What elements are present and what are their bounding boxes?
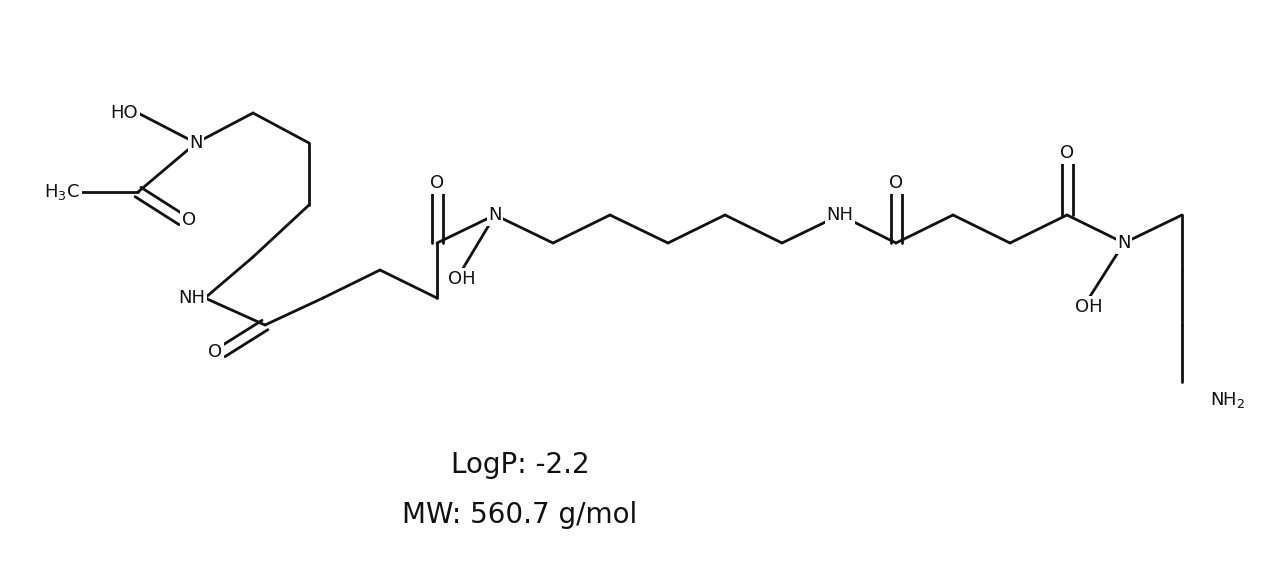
Text: OH: OH [448,270,476,288]
Text: O: O [430,174,444,192]
Text: NH: NH [827,206,854,224]
Text: O: O [888,174,904,192]
Text: NH: NH [178,289,205,307]
Text: O: O [207,343,221,361]
Text: LogP: -2.2: LogP: -2.2 [451,451,589,479]
Text: O: O [1060,144,1074,162]
Text: HO: HO [110,104,138,122]
Text: N: N [1117,234,1130,252]
Text: MW: 560.7 g/mol: MW: 560.7 g/mol [402,501,637,529]
Text: N: N [189,134,202,152]
Text: H$_3$C: H$_3$C [45,182,79,202]
Text: N: N [488,206,502,224]
Text: NH$_2$: NH$_2$ [1210,390,1245,410]
Text: O: O [182,211,196,229]
Text: OH: OH [1075,298,1103,316]
